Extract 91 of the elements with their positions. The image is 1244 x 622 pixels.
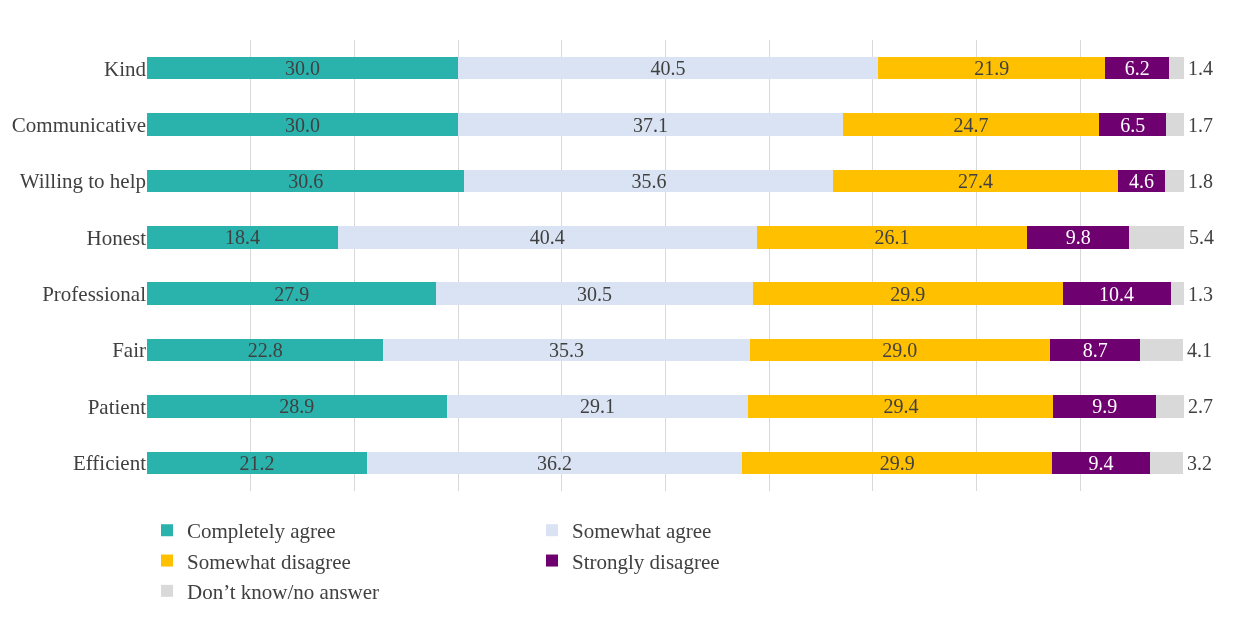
data-label: 1.7 — [1188, 114, 1213, 136]
data-label: 30.0 — [285, 57, 321, 80]
bar — [1166, 113, 1184, 136]
data-label: 9.9 — [1092, 395, 1118, 418]
data-label: 5.4 — [1189, 226, 1214, 248]
legend-label: Somewhat disagree — [187, 549, 351, 574]
y-tick-label: Fair — [112, 338, 147, 363]
bar — [1170, 282, 1184, 305]
y-tick-label: Willing to help — [19, 169, 146, 194]
bar — [756, 226, 1028, 249]
bar — [436, 282, 753, 305]
bar — [1098, 113, 1167, 136]
bar — [752, 282, 1063, 305]
bar — [1053, 395, 1156, 418]
data-label: 10.4 — [1099, 282, 1135, 305]
data-label: 24.7 — [953, 113, 989, 136]
y-tick-label: Professional — [42, 282, 147, 307]
bar — [147, 395, 447, 418]
data-label: 18.4 — [224, 226, 260, 249]
bar — [147, 56, 459, 80]
data-label: 26.1 — [874, 226, 910, 249]
bar — [1165, 169, 1184, 193]
y-tick-label: Efficient — [72, 451, 147, 476]
data-label: 27.4 — [958, 169, 994, 192]
bar — [458, 113, 843, 136]
bar — [337, 226, 757, 249]
data-label: 8.7 — [1082, 339, 1108, 362]
data-label: 40.5 — [650, 57, 686, 80]
bar — [147, 169, 465, 193]
data-label: 29.0 — [882, 339, 918, 362]
data-label: 30.0 — [285, 113, 321, 136]
bar — [1050, 338, 1141, 362]
bar — [147, 226, 338, 249]
bar — [1169, 56, 1184, 80]
data-label: 37.1 — [632, 113, 668, 136]
bar — [366, 451, 743, 475]
bar — [147, 282, 437, 305]
data-label: 3.2 — [1187, 452, 1212, 474]
bar — [1027, 226, 1130, 249]
data-label: 28.9 — [279, 395, 315, 418]
data-label: 35.6 — [631, 169, 667, 192]
bar — [458, 56, 879, 80]
bar — [878, 56, 1106, 80]
bar — [833, 169, 1118, 193]
y-tick-label: Communicative — [11, 112, 146, 137]
y-tick-label: Kind — [104, 56, 147, 81]
data-label: 29.9 — [890, 282, 926, 305]
bar — [1052, 451, 1150, 475]
bar — [842, 113, 1099, 136]
data-label: 4.6 — [1128, 169, 1154, 192]
legend-label: Somewhat agree — [572, 519, 712, 544]
data-label: 27.9 — [274, 282, 310, 305]
data-label: 6.2 — [1124, 57, 1150, 80]
data-label: 29.4 — [883, 395, 919, 418]
bar — [147, 451, 367, 475]
data-label: 29.1 — [580, 395, 616, 418]
data-label: 29.9 — [879, 451, 915, 474]
data-label: 1.8 — [1188, 170, 1213, 192]
bar — [147, 338, 384, 362]
data-label: 4.1 — [1187, 339, 1212, 361]
bar — [742, 451, 1053, 475]
data-label: 30.5 — [576, 282, 612, 305]
data-label: 1.3 — [1188, 283, 1213, 305]
legend-label: Don’t know/no answer — [187, 580, 380, 605]
bar — [446, 395, 749, 418]
data-label: 9.8 — [1065, 226, 1091, 249]
bar — [1149, 451, 1183, 475]
data-label: 35.3 — [548, 339, 584, 362]
bar — [464, 169, 834, 193]
data-label: 9.4 — [1088, 451, 1114, 474]
data-label: 30.6 — [288, 169, 324, 192]
bar — [1129, 226, 1184, 249]
y-tick-label: Patient — [87, 394, 147, 419]
legend-label: Strongly disagree — [572, 549, 720, 574]
legend-label: Completely agree — [187, 519, 336, 544]
bar — [748, 395, 1054, 418]
data-label: 6.5 — [1120, 113, 1146, 136]
data-label: 2.7 — [1188, 395, 1213, 417]
data-label: 1.4 — [1188, 57, 1213, 79]
bar — [1156, 395, 1184, 418]
data-label: 22.8 — [247, 339, 283, 362]
y-tick-label: Honest — [86, 225, 147, 250]
data-label: 21.9 — [974, 57, 1010, 80]
data-label: 21.2 — [239, 451, 275, 474]
data-label: 36.2 — [537, 451, 573, 474]
bar — [1062, 282, 1171, 305]
data-label: 40.4 — [529, 226, 565, 249]
bar — [383, 338, 750, 362]
bar — [749, 338, 1051, 362]
bar — [1140, 338, 1183, 362]
bar — [147, 113, 459, 136]
